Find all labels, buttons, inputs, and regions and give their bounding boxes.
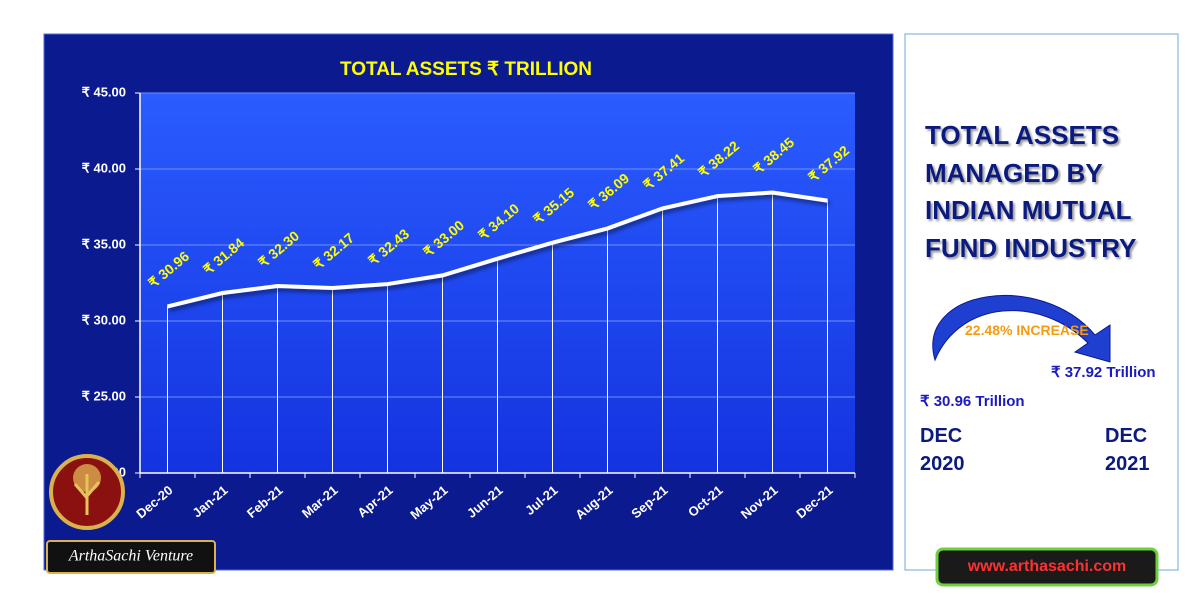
logo-label-box bbox=[46, 540, 216, 574]
increase-arrow bbox=[932, 294, 1111, 363]
y-tick-label: ₹ 25.00 bbox=[82, 388, 126, 403]
chart-title: TOTAL ASSETS ₹ TRILLION bbox=[340, 59, 592, 80]
logo-text: ArthaSachi Venture bbox=[68, 548, 193, 565]
end-period: DEC 2021 bbox=[1105, 425, 1150, 475]
series-line bbox=[167, 190, 828, 309]
start-value: ₹ 30.96 Trillion bbox=[920, 393, 1025, 410]
increase-label: 22.48% INCREASE bbox=[965, 322, 1089, 338]
side-heading: TOTAL ASSETS MANAGED BY INDIAN MUTUAL FU… bbox=[925, 120, 1137, 263]
website-text[interactable]: www.arthasachi.com bbox=[967, 558, 1127, 575]
y-tick-label: ₹ 30.00 bbox=[82, 312, 126, 327]
logo-leaves bbox=[73, 464, 101, 492]
website-button[interactable] bbox=[935, 547, 1159, 587]
logo-tree bbox=[73, 474, 101, 515]
y-tick-label: ₹ 35.00 bbox=[82, 236, 126, 251]
start-period: DEC 2020 bbox=[920, 425, 965, 475]
y-tick-label: ₹ 40.00 bbox=[82, 160, 126, 175]
end-value: ₹ 37.92 Trillion bbox=[1051, 364, 1156, 381]
y-tick-label: ₹ 45.00 bbox=[82, 84, 126, 99]
